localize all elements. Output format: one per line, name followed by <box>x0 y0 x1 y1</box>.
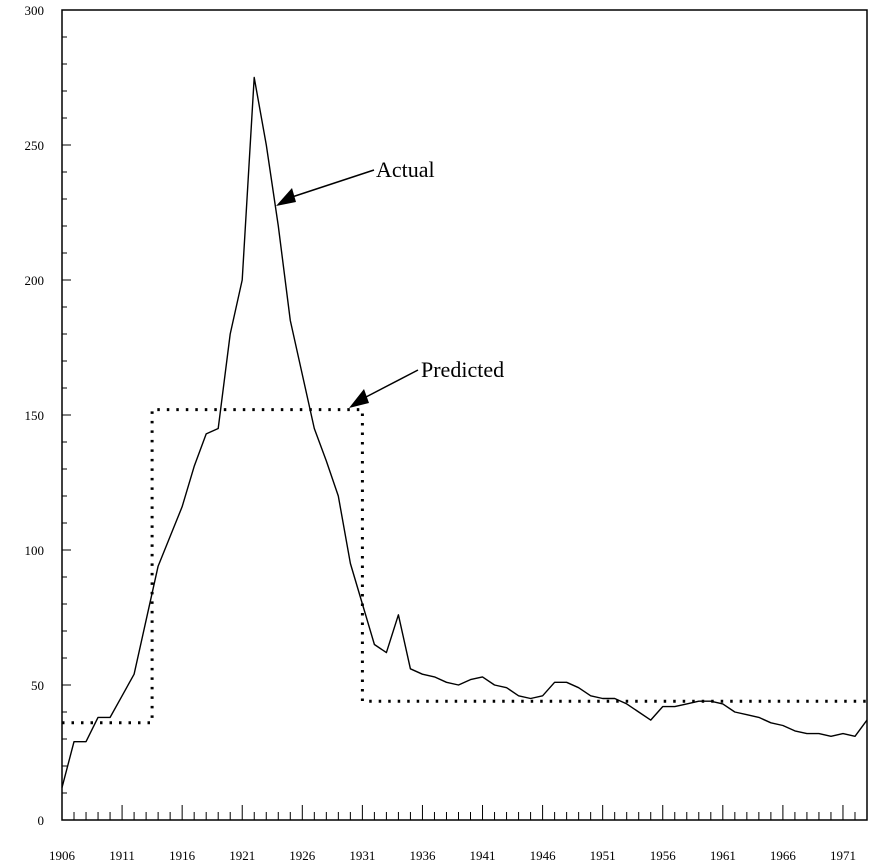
x-tick-label: 1921 <box>229 848 255 863</box>
annotation-predicted-label: Predicted <box>421 357 504 382</box>
y-tick-label: 300 <box>25 3 45 18</box>
x-tick-label: 1906 <box>49 848 76 863</box>
x-tick-label: 1951 <box>590 848 616 863</box>
x-tick-label: 1911 <box>109 848 135 863</box>
y-tick-label: 100 <box>25 543 45 558</box>
plot-frame <box>61 9 868 821</box>
annotation-actual-label: Actual <box>376 157 435 182</box>
x-tick-label: 1956 <box>650 848 677 863</box>
annotation-predicted-arrowhead <box>349 389 369 408</box>
y-tick-label: 0 <box>38 813 45 828</box>
annotation-actual-arrowhead <box>276 188 296 206</box>
y-tick-label: 200 <box>25 273 45 288</box>
y-axis: 0 50 100 150 200 250 300 <box>25 3 71 828</box>
y-tick-label: 250 <box>25 138 45 153</box>
x-tick-label: 1926 <box>289 848 316 863</box>
x-axis: 1906 1911 1916 1921 1926 1931 1936 1941 1946 1951… <box>49 805 868 863</box>
x-tick-label: 1916 <box>169 848 196 863</box>
x-tick-label: 1941 <box>470 848 496 863</box>
x-tick-label: 1966 <box>770 848 797 863</box>
annotation-actual-arrow <box>291 169 375 198</box>
annotation-predicted-arrow <box>365 369 419 398</box>
y-tick-label: 50 <box>31 678 44 693</box>
y-tick-label: 150 <box>25 408 45 423</box>
series-layer <box>61 76 868 788</box>
x-tick-label: 1946 <box>530 848 557 863</box>
x-tick-label: 1961 <box>710 848 736 863</box>
annotations: Actual Predicted <box>276 157 504 408</box>
series-line-predicted <box>62 408 867 725</box>
x-tick-label: 1931 <box>349 848 375 863</box>
x-tick-label: 1971 <box>830 848 856 863</box>
x-tick-label: 1936 <box>409 848 436 863</box>
series-line-actual <box>61 76 868 788</box>
